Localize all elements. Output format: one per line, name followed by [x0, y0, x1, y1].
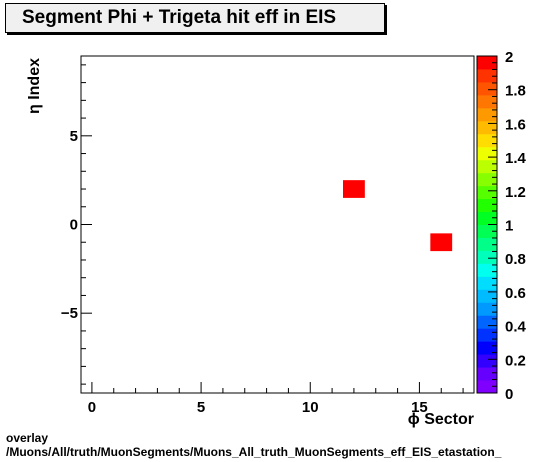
chart-title: Segment Phi + Trigeta hit eff in EIS	[5, 3, 385, 33]
colorbar-swatch	[477, 315, 497, 329]
colorbar-swatch	[477, 367, 497, 381]
heatmap-cell-1	[430, 233, 453, 252]
colorbar-swatch	[477, 120, 497, 135]
colorbar-swatch	[477, 263, 497, 277]
colorbar-tick-label: 2	[505, 49, 513, 66]
y-axis-label: η Index	[26, 58, 43, 114]
colorbar-swatch	[477, 81, 497, 96]
plot-frame-group	[80, 55, 475, 394]
colorbar-tick-label: 0.4	[505, 319, 527, 336]
colorbar-swatch	[477, 146, 497, 161]
footer-path-label: /Muons/All/truth/MuonSegments/Muons_All_…	[6, 445, 502, 459]
colorbar-tick-label: 1.4	[505, 150, 527, 167]
x-tick-label: 10	[302, 399, 319, 416]
footer-overlay-label: overlay	[6, 431, 49, 445]
colorbar-swatch	[477, 211, 497, 225]
colorbar-tick-label: 1	[505, 218, 513, 235]
y-tick-label: 5	[70, 128, 78, 145]
x-axis-label: ϕ Sector	[408, 411, 474, 428]
colorbar-tick-label: 1.8	[505, 83, 526, 100]
colorbar-swatch	[477, 380, 497, 394]
y-tick-label: 0	[70, 217, 78, 234]
colorbar-swatch	[477, 185, 497, 200]
colorbar-swatch	[477, 328, 497, 342]
colorbar-tick-label: 0.6	[505, 285, 526, 302]
x-tick-label: 15	[411, 399, 428, 416]
heatmap-cell-0	[343, 180, 365, 198]
colorbar-swatch	[477, 159, 497, 174]
colorbar-swatch	[477, 107, 497, 122]
colorbar-swatch	[477, 237, 497, 251]
colorbar-swatch	[477, 354, 497, 368]
colorbar-swatch	[477, 198, 497, 213]
colorbar-tick-label: 1.2	[505, 184, 526, 201]
colorbar-tick-label: 0.2	[505, 352, 526, 369]
colorbar-swatch	[477, 302, 497, 316]
heatmap-cells-group	[343, 180, 453, 252]
colorbar-swatch	[477, 289, 497, 303]
plot-frame	[80, 55, 475, 394]
colorbar-swatch	[477, 133, 497, 148]
colorbar-swatch	[477, 56, 497, 70]
colorbar-group: 0 0.2 0.4 0.6 0.8 1 1.2 1.4 1.6 1.8 2	[476, 49, 527, 403]
colorbar-tick-label: 0	[505, 386, 513, 403]
colorbar-tick-label: 0.8	[505, 251, 526, 268]
colorbar-swatch	[477, 224, 497, 238]
colorbar-swatch	[477, 68, 497, 83]
colorbar-swatch	[477, 250, 497, 264]
colorbar-swatch	[477, 276, 497, 290]
colorbar-swatch	[477, 341, 497, 355]
x-tick-label: 5	[197, 399, 205, 416]
x-tick-label: 0	[88, 399, 96, 416]
colorbar-tick-label: 1.6	[505, 116, 526, 133]
colorbar-swatch	[477, 172, 497, 187]
axes-group: 0 5 10 15 −5 0 5	[61, 64, 464, 416]
colorbar-swatch	[477, 94, 497, 109]
y-tick-label: −5	[61, 305, 78, 322]
